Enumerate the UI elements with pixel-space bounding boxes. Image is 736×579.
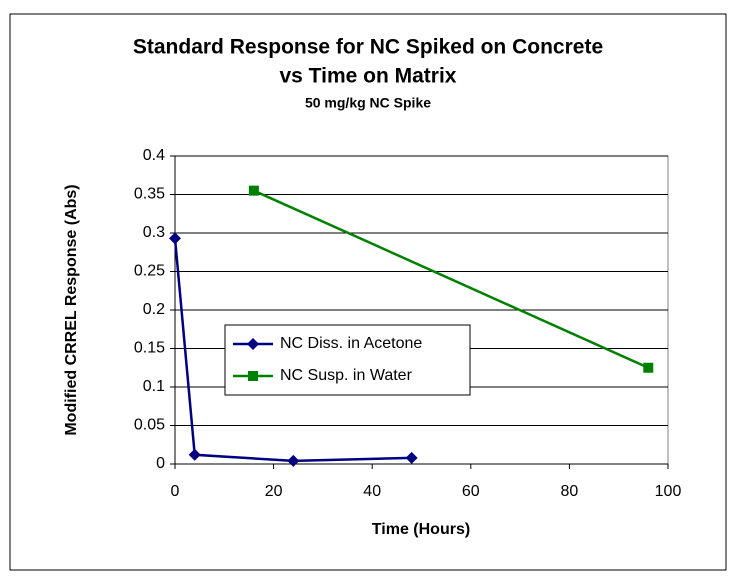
data-point bbox=[643, 362, 654, 373]
y-axis-label: Modified CRREL Response (Abs) bbox=[63, 184, 80, 435]
data-point bbox=[188, 448, 201, 461]
data-point bbox=[169, 232, 181, 245]
y-tick-label: 0.05 bbox=[134, 417, 165, 434]
x-tick-label: 100 bbox=[655, 483, 682, 500]
x-tick-label: 40 bbox=[363, 483, 381, 500]
y-tick-label: 0 bbox=[156, 455, 165, 472]
data-point bbox=[405, 451, 418, 464]
y-tick-label: 0.1 bbox=[143, 378, 165, 395]
x-tick-label: 80 bbox=[561, 483, 579, 500]
chart-title: vs Time on Matrix bbox=[279, 65, 456, 88]
y-tick-label: 0.4 bbox=[143, 147, 165, 164]
x-tick-label: 0 bbox=[171, 483, 180, 500]
chart-title: Standard Response for NC Spiked on Concr… bbox=[133, 36, 603, 59]
data-point bbox=[248, 185, 259, 196]
series-line bbox=[173, 238, 412, 463]
legend-marker bbox=[248, 371, 258, 381]
y-tick-label: 0.3 bbox=[143, 224, 165, 241]
legend bbox=[224, 324, 471, 396]
y-tick-label: 0.35 bbox=[134, 186, 165, 203]
series-line bbox=[253, 189, 649, 369]
x-tick-label: 60 bbox=[462, 483, 480, 500]
x-tick-label: 20 bbox=[265, 483, 283, 500]
legend-marker bbox=[247, 338, 259, 350]
x-axis-label: Time (Hours) bbox=[372, 521, 470, 538]
data-point bbox=[287, 454, 300, 467]
legend-label: NC Susp. in Water bbox=[280, 367, 413, 384]
chart-subtitle: 50 mg/kg NC Spike bbox=[305, 95, 431, 111]
y-tick-label: 0.2 bbox=[143, 301, 165, 318]
legend-label: NC Diss. in Acetone bbox=[280, 335, 422, 352]
y-tick-label: 0.25 bbox=[134, 263, 165, 280]
y-tick-label: 0.15 bbox=[134, 340, 165, 357]
